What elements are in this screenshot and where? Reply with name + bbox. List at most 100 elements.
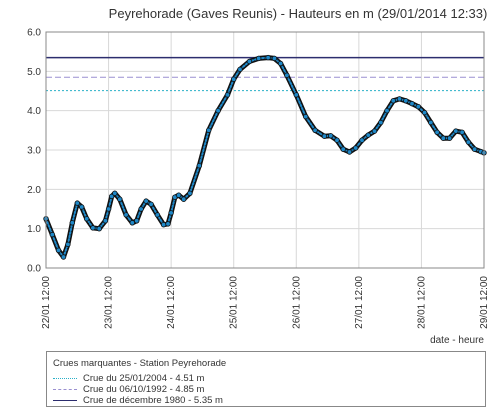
data-point — [196, 162, 202, 169]
legend-entry-label: Crue de décembre 1980 - 5.35 m — [83, 395, 223, 406]
data-point — [303, 113, 309, 120]
data-point — [465, 139, 472, 145]
x-tick-label: 25/01 12:00 — [229, 276, 240, 329]
chart-title: Peyrehorade (Gaves Reunis) - Hauteurs en… — [109, 6, 488, 21]
x-tick-label: 24/01 12:00 — [166, 276, 177, 329]
y-ticks: 0.0 1.0 2.0 3.0 4.0 5.0 6.0 — [27, 28, 41, 275]
data-point — [446, 135, 453, 141]
data-point — [65, 241, 71, 248]
data-point — [453, 128, 459, 134]
data-point — [60, 254, 67, 260]
data-point — [224, 92, 231, 98]
data-point — [90, 225, 96, 231]
data-point — [69, 220, 75, 226]
data-point — [403, 98, 409, 104]
x-tick-label: 26/01 12:00 — [291, 276, 302, 329]
plot-frame — [45, 31, 485, 269]
y-tick-label: 6.0 — [27, 28, 41, 39]
series-line — [45, 56, 485, 258]
data-point — [96, 225, 102, 232]
legend-entry-1980: Crue de décembre 1980 - 5.35 m — [53, 395, 223, 406]
data-point — [215, 107, 221, 114]
legend-entry-1992: Crue du 06/10/1992 - 4.85 m — [53, 384, 204, 395]
data-point — [471, 146, 478, 152]
data-point — [365, 132, 371, 138]
reference-lines — [46, 56, 484, 92]
data-point — [74, 200, 80, 206]
data-point — [55, 247, 62, 253]
x-ticks: 22/01 12:00 23/01 12:00 24/01 12:00 25/01 1… — [41, 276, 490, 329]
x-tick-label: 28/01 12:00 — [416, 276, 427, 329]
data-point — [277, 60, 284, 67]
data-point — [346, 149, 353, 155]
data-point — [187, 190, 193, 196]
series-layer — [43, 54, 487, 260]
legend-entry-label: Crue du 25/01/2004 - 4.51 m — [83, 373, 205, 384]
data-point — [78, 204, 85, 210]
data-point — [396, 96, 403, 102]
solid-line-icon — [53, 400, 77, 401]
series-line-outline — [43, 55, 487, 260]
data-point — [154, 212, 161, 218]
data-point — [440, 135, 446, 141]
data-point — [409, 100, 415, 107]
data-point — [83, 216, 90, 222]
data-point — [312, 127, 318, 133]
data-point — [138, 206, 144, 212]
data-point — [205, 127, 212, 133]
data-point — [415, 103, 421, 110]
data-point — [143, 198, 149, 204]
dotted-line-icon — [53, 378, 77, 379]
data-point — [271, 55, 278, 62]
x-axis-label: date - heure — [430, 335, 484, 346]
data-point — [265, 54, 271, 61]
legend-title: Crues marquantes - Station Peyrehorade — [53, 358, 227, 369]
data-point — [230, 76, 237, 82]
y-tick-label: 3.0 — [27, 146, 41, 157]
data-point — [421, 109, 428, 116]
data-point — [112, 190, 118, 196]
y-tick-label: 0.0 — [27, 264, 41, 275]
data-point — [49, 231, 55, 238]
y-tick-label: 5.0 — [27, 67, 41, 78]
x-tick-label: 22/01 12:00 — [41, 276, 52, 329]
data-point — [371, 128, 378, 134]
data-point — [428, 119, 434, 126]
data-point — [105, 206, 112, 212]
legend-entry-label: Crue du 06/10/1992 - 4.85 m — [83, 384, 205, 395]
data-point — [129, 220, 135, 226]
data-point — [237, 66, 243, 73]
data-point — [378, 119, 384, 126]
x-tick-label: 27/01 12:00 — [354, 276, 365, 329]
data-point — [459, 129, 465, 135]
data-point — [256, 55, 262, 62]
data-point — [133, 218, 140, 224]
data-point — [353, 145, 359, 151]
y-tick-label: 1.0 — [27, 224, 41, 235]
dashed-line-icon — [53, 389, 77, 390]
data-point — [321, 133, 328, 139]
data-point — [246, 58, 253, 65]
legend: Crues marquantes - Station Peyrehorade C… — [46, 351, 486, 407]
data-point — [334, 137, 340, 143]
data-point — [359, 137, 365, 143]
data-point — [390, 98, 396, 104]
data-point — [175, 192, 182, 198]
x-tick-label: 23/01 12:00 — [104, 276, 115, 329]
data-point — [434, 129, 440, 135]
data-point — [108, 193, 115, 200]
grid — [45, 31, 485, 269]
data-point — [328, 133, 334, 139]
data-point — [384, 107, 390, 114]
data-point — [148, 201, 154, 207]
data-point — [284, 72, 290, 78]
data-point — [340, 146, 346, 152]
data-point — [180, 196, 187, 202]
legend-entry-2004: Crue du 25/01/2004 - 4.51 m — [53, 373, 204, 384]
data-point — [123, 212, 129, 218]
data-point — [102, 218, 109, 224]
data-point — [117, 196, 123, 202]
x-tick-label: 29/01 12:00 — [479, 276, 490, 329]
y-tick-label: 2.0 — [27, 185, 41, 196]
